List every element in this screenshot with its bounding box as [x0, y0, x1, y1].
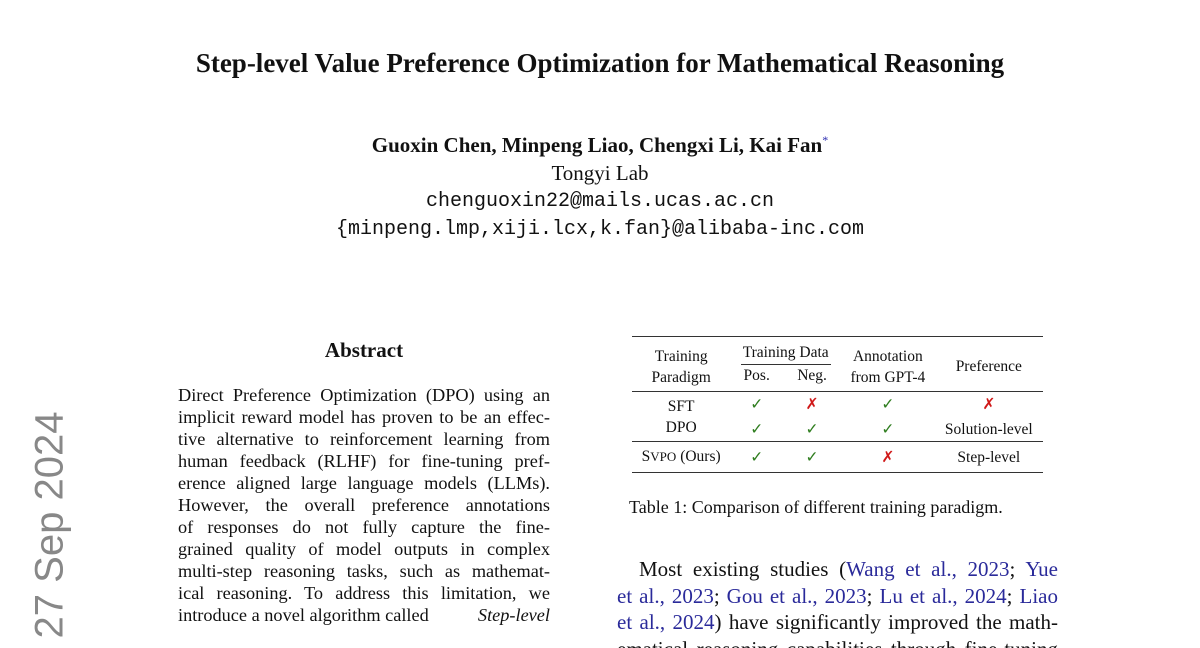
table-row: DPO ✓ ✓ ✓ Solution-level [665, 419, 1033, 438]
abstract-italic: Step-level [477, 605, 550, 625]
abstract-text: introduce a novel algorithm called [178, 605, 434, 625]
citation-link[interactable]: Wang et al., 2023 [846, 557, 1010, 581]
header-neg: Neg. [797, 367, 827, 384]
abstract-line: introduce a novel algorithm called Step-… [178, 604, 550, 626]
citation-link[interactable]: et al., 2024 [617, 610, 715, 634]
table-caption: Table 1: Comparison of different trainin… [629, 497, 1003, 517]
abstract-line: However, the overall preference annotati… [178, 495, 550, 515]
header-preference: Preference [955, 358, 1022, 375]
abstract-line: Direct Preference Optimization (DPO) usi… [178, 385, 550, 405]
intro-line: Most existing studies (Wang et al., 2023… [639, 557, 1058, 581]
corresponding-author-mark[interactable]: * [822, 133, 829, 147]
comparison-table: Training Paradigm Training Data Annotatio… [632, 336, 1043, 473]
affiliation: Tongyi Lab [551, 161, 649, 185]
header-paradigm: Training Paradigm [651, 347, 711, 386]
intro-line: et al., 2024) have significantly improve… [617, 610, 1058, 634]
table-row: SFT ✓ ✗ ✓ ✗ [632, 391, 1043, 418]
table-row: SVPO (Ours) ✓ ✓ ✗ Step-level [632, 441, 1043, 473]
abstract-line: erence aligned large language models (LL… [178, 473, 550, 493]
header-pos: Pos. [743, 367, 770, 384]
abstract-line: implicit reward model has proven to be a… [178, 407, 550, 427]
citation-link[interactable]: et al., 2023 [617, 584, 714, 608]
abstract-line: grained quality of model outputs in comp… [178, 539, 550, 559]
citation-link[interactable]: Liao [1019, 584, 1058, 608]
email: {minpeng.lmp,xiji.lcx,k.fan}@alibaba-inc… [335, 218, 865, 241]
citation-link[interactable]: Gou et al., 2023 [726, 584, 867, 608]
intro-line: et al., 2023; Gou et al., 2023; Lu et al… [617, 584, 1058, 608]
abstract-line: human feedback (RLHF) for fine-tuning pr… [178, 451, 550, 471]
abstract-line: tive alternative to reinforcement learni… [178, 429, 550, 449]
abstract-line: multi-step reasoning tasks, such as math… [178, 561, 550, 581]
abstract-line: of responses do not fully capture the fi… [178, 517, 550, 537]
header-training-data: Training Data [740, 342, 831, 365]
intro-line: ematical reasoning capabilities through … [617, 636, 1058, 648]
paper-title: Step-level Value Preference Optimization… [195, 48, 1005, 78]
header-annotation: Annotation from GPT-4 [850, 347, 926, 386]
abstract-line: ical reasoning. To address this limitati… [178, 583, 550, 603]
citation-link[interactable]: Yue [1025, 557, 1058, 581]
email: chenguoxin22@mails.ucas.ac.cn [425, 190, 775, 213]
author-names: Guoxin Chen, Minpeng Liao, Chengxi Li, K… [371, 133, 823, 157]
abstract-heading: Abstract [324, 338, 404, 362]
arxiv-date-stamp: 27 Sep 2024 [27, 411, 72, 639]
authors: Guoxin Chen, Minpeng Liao, Chengxi Li, K… [0, 133, 1200, 158]
citation-link[interactable]: Lu et al., 2024 [879, 584, 1007, 608]
